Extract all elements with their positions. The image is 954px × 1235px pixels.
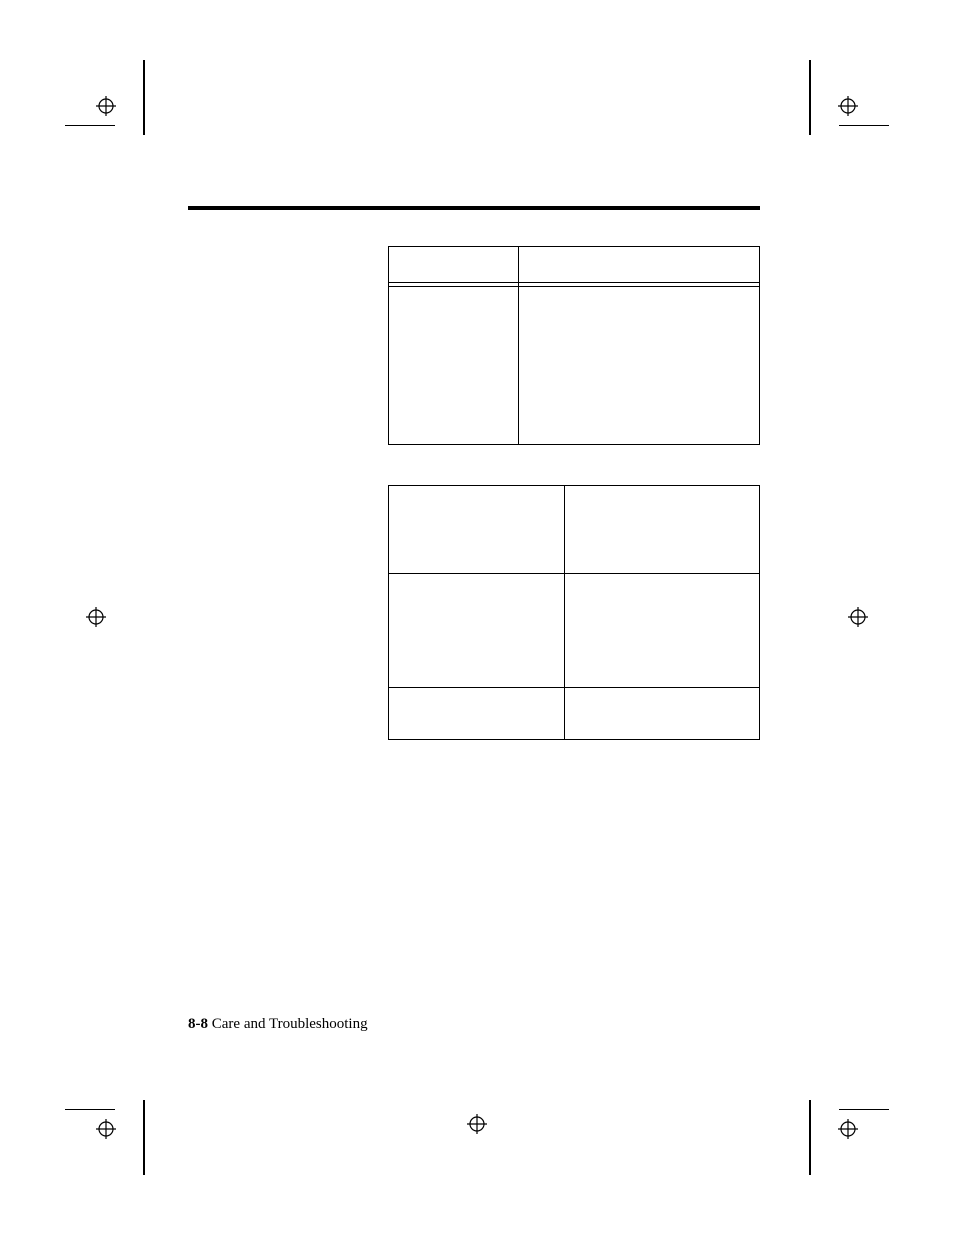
crop-mark-bottom-left xyxy=(0,1075,160,1235)
crop-mark-mid-left xyxy=(86,607,106,632)
top-rule xyxy=(188,206,760,210)
table-row xyxy=(389,574,760,688)
table-row xyxy=(389,247,760,283)
crop-mark-top-left xyxy=(0,0,160,160)
table-row xyxy=(389,486,760,574)
crop-mark-bottom-center xyxy=(467,1114,487,1139)
table-1 xyxy=(388,246,760,445)
page-content xyxy=(188,206,760,740)
footer-section-title: Care and Troubleshooting xyxy=(212,1016,368,1032)
table-row xyxy=(389,688,760,740)
crop-mark-bottom-right xyxy=(794,1075,954,1235)
table-row xyxy=(389,287,760,445)
crop-mark-mid-right xyxy=(848,607,868,632)
table-2 xyxy=(388,485,760,740)
page-number: 8-8 xyxy=(188,1016,208,1032)
page-footer: 8-8 Care and Troubleshooting xyxy=(188,1016,368,1033)
crop-mark-top-right xyxy=(794,0,954,160)
